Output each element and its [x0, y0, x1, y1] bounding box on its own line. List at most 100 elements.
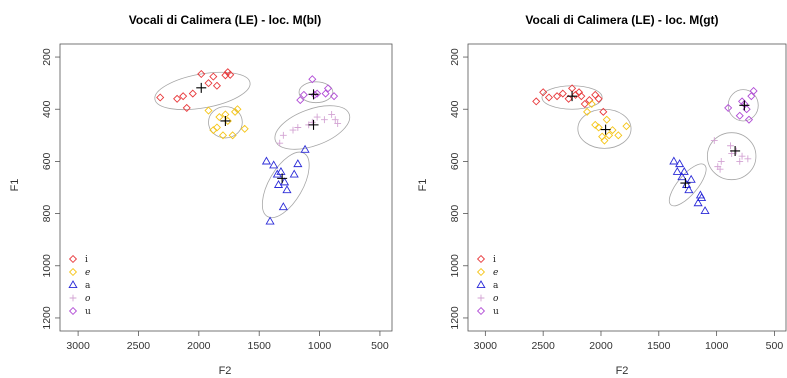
mean-o	[730, 145, 741, 156]
y-tick-label: 400	[449, 100, 461, 118]
point-u	[296, 96, 305, 105]
point-a	[273, 179, 284, 188]
ellipse-u	[298, 81, 334, 104]
y-tick-label: 800	[449, 205, 461, 223]
point-i	[204, 79, 213, 88]
mean-a	[277, 173, 288, 184]
x-axis-label-mgt: F2	[616, 365, 629, 377]
mean-a	[680, 178, 691, 189]
point-u	[735, 111, 744, 120]
point-o	[736, 158, 744, 165]
point-i	[156, 93, 165, 102]
point-e	[212, 123, 221, 132]
point-e	[215, 113, 224, 122]
point-o	[294, 124, 302, 131]
point-u	[330, 92, 339, 101]
point-a	[693, 198, 703, 207]
point-u	[321, 89, 330, 98]
point-i	[580, 99, 589, 109]
ellipse-o	[706, 132, 757, 181]
point-e	[204, 106, 213, 115]
ellipse-i	[154, 71, 251, 111]
point-u	[299, 90, 308, 99]
point-e	[594, 123, 603, 132]
point-a	[293, 159, 303, 168]
x-tick-label: 3000	[474, 340, 498, 352]
point-u	[310, 90, 319, 99]
point-u	[323, 84, 333, 93]
point-e	[614, 131, 623, 140]
y-tick-label: 1000	[41, 254, 53, 278]
x-tick-label: 2500	[127, 340, 151, 352]
point-i	[197, 69, 206, 79]
chart-title-mbl: Vocali di Calimera (LE) - loc. M(bl)	[129, 13, 321, 27]
point-i	[591, 90, 600, 99]
point-u	[724, 103, 733, 112]
mean-o	[308, 119, 319, 130]
chart-panel-mgt: Vocali di Calimera (LE) - loc. M(gt) F2 …	[417, 13, 787, 377]
point-i	[553, 92, 562, 101]
y-tick-label: 800	[41, 205, 53, 223]
legend-marker-a	[68, 280, 78, 289]
point-e	[583, 107, 592, 116]
legend-marker-i	[68, 254, 78, 264]
mean-i	[196, 82, 207, 93]
chart-panel-mbl: Vocali di Calimera (LE) - loc. M(bl) F2 …	[9, 13, 393, 377]
mean-i	[567, 91, 578, 102]
x-tick-label: 1000	[308, 340, 332, 352]
y-tick-label: 1000	[449, 254, 461, 278]
point-e	[608, 126, 617, 135]
point-o	[313, 113, 321, 121]
point-a	[289, 169, 299, 178]
point-i	[226, 70, 235, 79]
point-a	[672, 166, 682, 175]
point-a	[261, 156, 272, 165]
point-e	[231, 107, 240, 116]
point-e	[218, 131, 228, 140]
ellipse-a	[668, 163, 707, 207]
y-axis-label-mbl: F1	[9, 179, 21, 192]
ellipse-e	[208, 106, 243, 139]
point-o	[328, 111, 336, 118]
point-a	[269, 160, 279, 169]
point-u	[747, 92, 756, 101]
ellipse-a	[261, 151, 310, 219]
legend-marker-o	[69, 294, 77, 302]
point-a	[675, 159, 685, 168]
point-o	[331, 116, 339, 124]
legend-label-u: u	[493, 307, 499, 317]
point-a	[700, 206, 710, 215]
y-tick-label: 1200	[449, 306, 461, 330]
point-o	[727, 142, 734, 150]
point-i	[599, 107, 608, 116]
point-u	[308, 75, 317, 84]
point-e	[591, 120, 600, 129]
point-i	[209, 72, 218, 81]
point-a	[282, 185, 292, 194]
mean-u	[739, 100, 750, 111]
point-a	[679, 166, 689, 175]
point-e	[622, 122, 631, 131]
ellipse-u	[727, 89, 759, 122]
point-i	[188, 89, 197, 98]
ellipse-e	[577, 108, 632, 149]
x-tick-label: 3000	[66, 340, 90, 352]
point-e	[600, 136, 609, 145]
y-tick-label: 1200	[41, 306, 53, 330]
point-i	[532, 97, 541, 106]
point-i	[577, 92, 586, 101]
legend-label-a: a	[493, 281, 499, 291]
point-u	[744, 115, 754, 124]
point-i	[564, 94, 573, 103]
legend-label-e: e	[493, 268, 498, 278]
ellipse-o	[274, 105, 351, 150]
legend-marker-u	[68, 306, 78, 316]
point-a	[677, 172, 687, 181]
mean-e	[220, 115, 231, 126]
x-tick-label: 1000	[705, 340, 729, 352]
mean-u	[308, 89, 319, 100]
legend-label-o: o	[493, 294, 499, 304]
legend-label-i: i	[493, 255, 496, 265]
chart-title-mgt: Vocali di Calimera (LE) - loc. M(gt)	[525, 13, 718, 27]
point-i	[212, 81, 221, 90]
